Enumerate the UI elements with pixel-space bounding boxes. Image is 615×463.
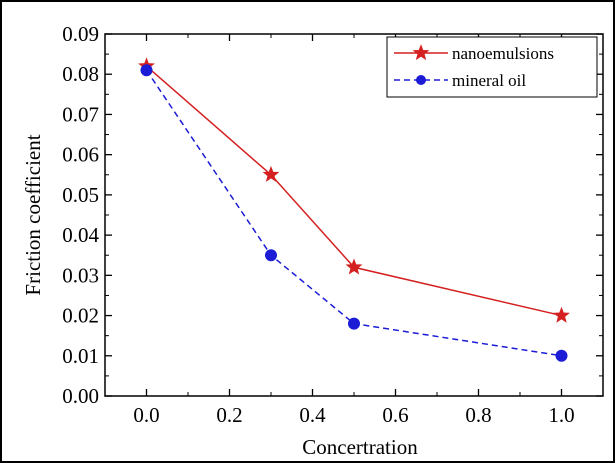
y-tick-label: 0.08 — [62, 62, 99, 86]
data-point-nanoemulsions — [553, 306, 570, 323]
y-tick-label: 0.03 — [62, 263, 99, 287]
data-point-mineral-oil — [140, 64, 153, 77]
x-tick-label: 0.2 — [216, 403, 242, 427]
y-tick-label: 0.04 — [62, 223, 99, 247]
x-tick-label: 0.6 — [382, 403, 408, 427]
x-axis-title: Concertration — [302, 435, 418, 459]
data-point-mineral-oil — [555, 349, 568, 362]
y-tick-label: 0.00 — [62, 384, 99, 408]
legend: nanoemulsions mineral oil — [386, 36, 598, 98]
y-tick-label: 0.09 — [62, 22, 99, 46]
data-point-nanoemulsions — [345, 258, 363, 275]
y-tick-label: 0.07 — [62, 102, 99, 126]
data-point-nanoemulsions — [262, 165, 280, 182]
legend-marker-nanoemulsions — [412, 44, 430, 61]
data-point-mineral-oil — [265, 249, 277, 262]
x-tick-label: 0.4 — [299, 403, 326, 427]
y-axis-title: Friction coefficient — [21, 134, 45, 295]
y-tick-label: 0.05 — [62, 183, 99, 207]
plot-area: 0.00 0.01 0.02 0.03 0.04 0.05 0.06 0.07 0.08 0.09… — [62, 22, 604, 427]
legend-label-mineral-oil: mineral oil — [452, 71, 526, 90]
y-tick-label: 0.02 — [62, 304, 99, 328]
data-point-mineral-oil — [348, 317, 360, 330]
series-line-nanoemulsions — [146, 65, 562, 317]
legend-label-nanoemulsions: nanoemulsions — [452, 44, 554, 63]
legend-marker-mineral-oil — [416, 75, 426, 85]
x-tick-label: 0.8 — [465, 403, 491, 427]
x-tick-label: 1.0 — [548, 403, 574, 427]
y-tick-label: 0.01 — [62, 344, 99, 368]
y-tick-label: 0.06 — [62, 143, 99, 167]
x-tick-label: 0.0 — [133, 403, 159, 427]
series-line-mineral-oil — [145, 69, 562, 357]
